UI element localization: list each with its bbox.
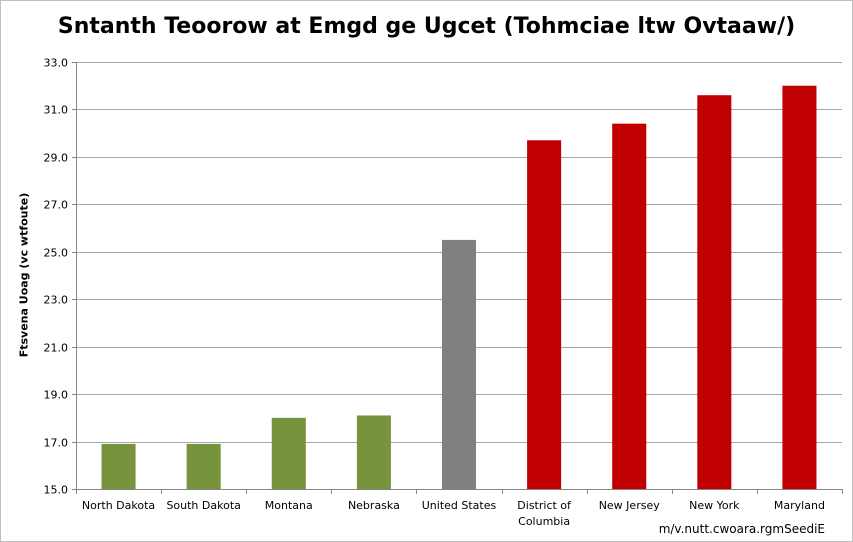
y-tick-label: 21.0 [44,342,69,355]
y-tick-label: 25.0 [44,247,69,260]
bar [782,85,817,489]
y-tick-label: 17.0 [44,437,69,450]
bar [441,239,477,489]
x-category-label: New York [689,499,740,512]
bar [697,95,732,489]
axes [72,62,843,494]
bar [186,443,221,489]
chart-title: Sntanth Teoorow at Emgd ge Ugcet (Tohmci… [57,14,796,39]
y-tick-label: 19.0 [44,389,69,402]
y-tick-labels: 15.0 17.0 19.0 21.0 23.0 25.0 27.0 29.0 31.0 33.0 [44,57,69,497]
y-tick-label: 29.0 [44,152,69,165]
x-category-label: United States [422,499,497,512]
y-tick-label: 33.0 [44,57,69,70]
x-category-label: Nebraska [348,499,400,512]
y-tick-label: 15.0 [44,484,69,497]
x-category-label: South Dakota [166,499,240,512]
y-tick-label: 27.0 [44,199,69,212]
x-category-label: Montana [265,499,313,512]
bar [356,415,391,489]
x-category-label: North Dakota [82,499,155,512]
x-category-label: New Jersey [599,499,661,512]
x-category-label: Maryland [774,499,825,512]
source-note: m/v.nutt.cwoara.rgmSeediE [658,522,825,536]
bar [271,417,306,489]
x-category-label: District of [517,499,572,512]
bars [101,85,817,490]
bar [527,140,562,490]
y-tick-label: 23.0 [44,294,69,307]
y-tick-label: 31.0 [44,104,69,117]
x-category-labels: North Dakota South Dakota Montana Nebraska U… [82,499,825,528]
bar [612,123,647,489]
bar [101,443,136,489]
x-category-label: Columbia [518,515,570,528]
